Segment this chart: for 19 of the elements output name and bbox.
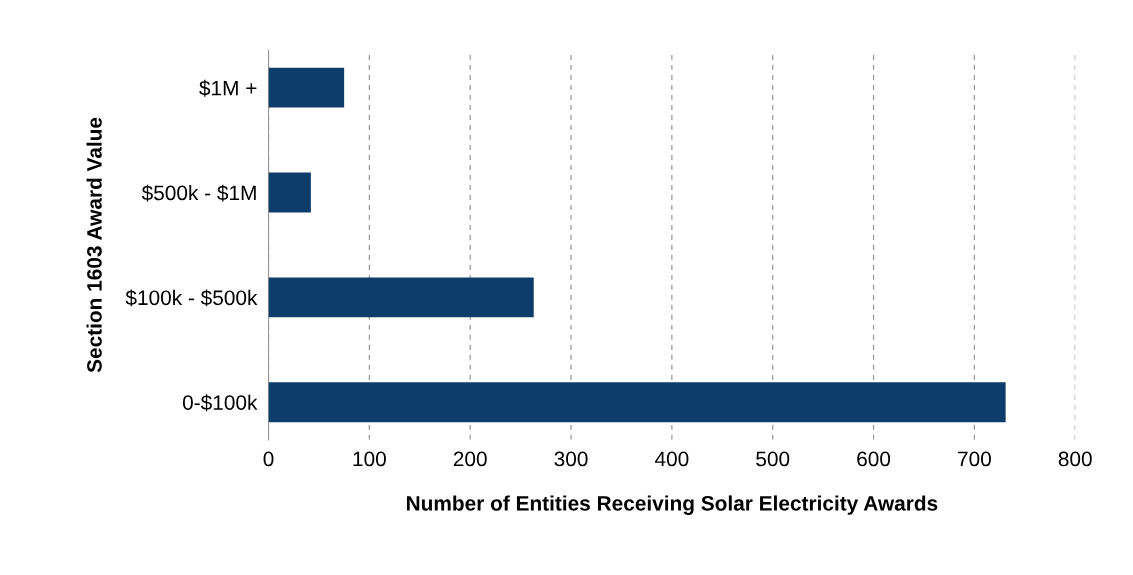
bar bbox=[268, 277, 534, 318]
y-tick-label: $100k - $500k bbox=[125, 289, 258, 307]
x-tick-label: 200 bbox=[453, 451, 487, 467]
y-tick-label: $1M + bbox=[199, 79, 257, 97]
x-tick-label: 0 bbox=[263, 451, 274, 467]
y-tick-label: 0-$100k bbox=[182, 394, 258, 412]
bar bbox=[268, 382, 1006, 423]
bar bbox=[268, 67, 345, 108]
x-tick-label: 800 bbox=[1058, 451, 1092, 467]
x-axis-title: Number of Entities Receiving Solar Electricity Awards bbox=[406, 495, 938, 515]
x-tick-label: 600 bbox=[857, 451, 891, 467]
x-tick-label: 300 bbox=[554, 451, 588, 467]
y-tick-label: $500k - $1M bbox=[141, 184, 256, 202]
x-tick-label: 400 bbox=[654, 451, 689, 467]
x-tick-label: 700 bbox=[958, 451, 991, 467]
y-axis-title: Section 1603 Award Value bbox=[86, 117, 102, 373]
x-tick-label: 500 bbox=[756, 451, 790, 467]
x-tick-label: 100 bbox=[353, 451, 386, 467]
bar bbox=[268, 172, 311, 213]
